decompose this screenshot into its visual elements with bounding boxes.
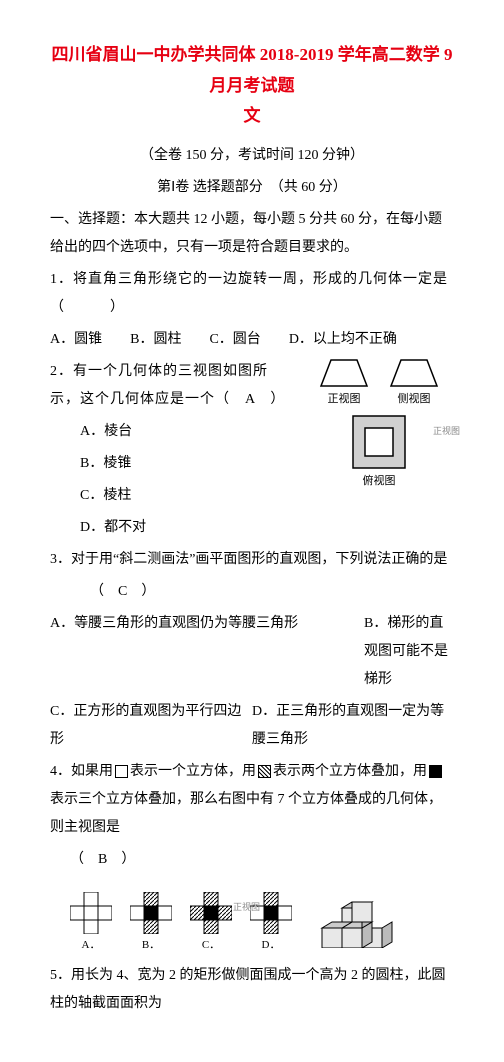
q4-optD-label: D． bbox=[250, 934, 292, 956]
watermark-1: 正视图 bbox=[433, 422, 460, 440]
q4-answer: （ B ） bbox=[70, 846, 454, 874]
q4-optC-label: C． bbox=[190, 934, 232, 956]
q3-optA: A．等腰三角形的直观图仍为等腰三角形 bbox=[50, 616, 298, 631]
q1-optA: A．圆锥 bbox=[50, 326, 102, 354]
front-view-label: 正视图 bbox=[319, 388, 369, 410]
q4-3d-figure bbox=[312, 878, 402, 948]
watermark-2: 正视图 bbox=[233, 898, 260, 916]
q3-stem-a: 3．对于用“斜二测画法”画平面图形的直观图，下列说法正确的是 bbox=[50, 546, 454, 574]
top-view-svg bbox=[351, 414, 407, 470]
part-header: 第Ⅰ卷 选择题部分 （共 60 分） bbox=[50, 174, 454, 202]
q4-text-b: 表示一个立方体，用 bbox=[130, 764, 256, 779]
q3-optC: C．正方形的直观图为平行四边形 bbox=[50, 704, 241, 747]
q1-stem: 1．将直角三角形绕它的一边旋转一周，形成的几何体一定是（ ） bbox=[50, 266, 454, 322]
q4-optB-svg bbox=[130, 892, 172, 934]
q3-stem-b: （ C ） bbox=[90, 578, 454, 606]
q4-optA-svg bbox=[70, 892, 112, 934]
q1-optB: B．圆柱 bbox=[130, 326, 181, 354]
white-square-icon bbox=[115, 765, 128, 778]
q3-optB: B．梯形的直观图可能不是梯形 bbox=[364, 616, 448, 687]
title-line2: 文 bbox=[244, 106, 261, 125]
front-view-svg bbox=[319, 358, 369, 388]
q4-text-a: 4．如果用 bbox=[50, 764, 113, 779]
top-view-label: 俯视图 bbox=[304, 470, 454, 492]
three-views-figure: 正视图 侧视图 正视图 俯视图 bbox=[304, 358, 454, 492]
side-view-label: 侧视图 bbox=[389, 388, 439, 410]
q1-optD: D．以上均不正确 bbox=[289, 326, 397, 354]
q4-text-c: 表示两个立方体叠加，用 bbox=[273, 764, 427, 779]
q1-optC: C．圆台 bbox=[209, 326, 260, 354]
paper-info: （全卷 150 分，考试时间 120 分钟） bbox=[50, 142, 454, 170]
q5-stem: 5．用长为 4、宽为 2 的矩形做侧面围成一个高为 2 的圆柱，此圆柱的轴截面面… bbox=[50, 962, 454, 1018]
q4-stem: 4．如果用 表示一个立方体，用 表示两个立方体叠加，用表示三个立方体叠加，那么右图中… bbox=[50, 758, 454, 842]
q4-text-d: 表示三个立方体叠加，那么右图中有 7 个立方体叠成的几何体，则主视图是 bbox=[50, 792, 442, 835]
q4-optB-label: B． bbox=[130, 934, 172, 956]
q3-optD: D．正三角形的直观图一定为等腰三角形 bbox=[252, 704, 444, 747]
side-view-svg bbox=[389, 358, 439, 388]
title-line1: 四川省眉山一中办学共同体 2018-2019 学年高二数学 9 月月考试题 bbox=[52, 45, 453, 95]
hatched-square-icon bbox=[258, 765, 271, 778]
q2-optD: D．都不对 bbox=[80, 514, 454, 542]
part-desc: 一、选择题：本大题共 12 小题，每小题 5 分共 60 分，在每小题给出的四个… bbox=[50, 206, 454, 262]
q4-optC-svg bbox=[190, 892, 232, 934]
q4-optA-label: A． bbox=[70, 934, 112, 956]
solid-square-icon bbox=[429, 765, 442, 778]
